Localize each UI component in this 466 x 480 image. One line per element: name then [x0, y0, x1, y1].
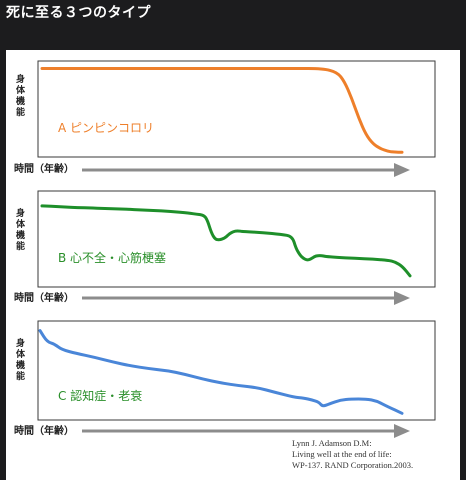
panel-a-frame [37, 60, 436, 158]
panel-c-curve [38, 329, 404, 415]
panel-a-ylabel: 身体機能 [16, 73, 26, 118]
panel-c-series-label: C 認知症・老衰 [58, 388, 142, 403]
panel-a-xlabel: 時間（年齢） [14, 162, 74, 175]
panel-c-xlabel: 時間（年齢） [14, 424, 74, 437]
citation-line: Living well at the end of life: [292, 449, 392, 459]
panel-c-arrow-head [394, 424, 410, 438]
panel-a-arrow-head [394, 163, 410, 177]
panel-b: 身体機能 B 心不全・心筋梗塞 時間（年齢） [14, 190, 436, 305]
panel-c-ylabel: 身体機能 [16, 337, 26, 382]
panel-b-frame [37, 190, 436, 288]
panel-a: 身体機能 A ピンピンコロリ 時間（年齢） [14, 60, 436, 177]
panel-c-frame [37, 320, 436, 421]
citation-line: Lynn J. Adamson D.M: [292, 438, 372, 448]
panel-a-curve [40, 67, 404, 154]
page-title: 死に至る３つのタイプ [6, 5, 151, 21]
panel-b-curve [40, 204, 412, 278]
panel-b-series-label: B 心不全・心筋梗塞 [58, 250, 166, 265]
panel-b-xlabel: 時間（年齢） [14, 291, 74, 304]
panel-b-arrow-head [394, 291, 410, 305]
citation-line: WP-137. RAND Corporation.2003. [292, 460, 414, 470]
panel-b-ylabel: 身体機能 [16, 207, 26, 252]
panel-c: 身体機能 C 認知症・老衰 時間（年齢） [14, 320, 436, 438]
panel-a-series-label: A ピンピンコロリ [58, 121, 154, 135]
figure-card: 身体機能 A ピンピンコロリ 時間（年齢） 身体機能 B 心不全・心筋梗塞 時間… [6, 50, 460, 480]
citation: Lynn J. Adamson D.M: Living well at the … [292, 438, 413, 471]
trajectory-figure: 身体機能 A ピンピンコロリ 時間（年齢） 身体機能 B 心不全・心筋梗塞 時間… [14, 60, 436, 438]
